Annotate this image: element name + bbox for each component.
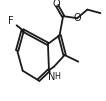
- Text: H: H: [55, 72, 61, 81]
- Text: F: F: [8, 16, 14, 26]
- Text: O: O: [52, 0, 60, 9]
- Text: O: O: [74, 13, 82, 23]
- Text: N: N: [48, 72, 56, 82]
